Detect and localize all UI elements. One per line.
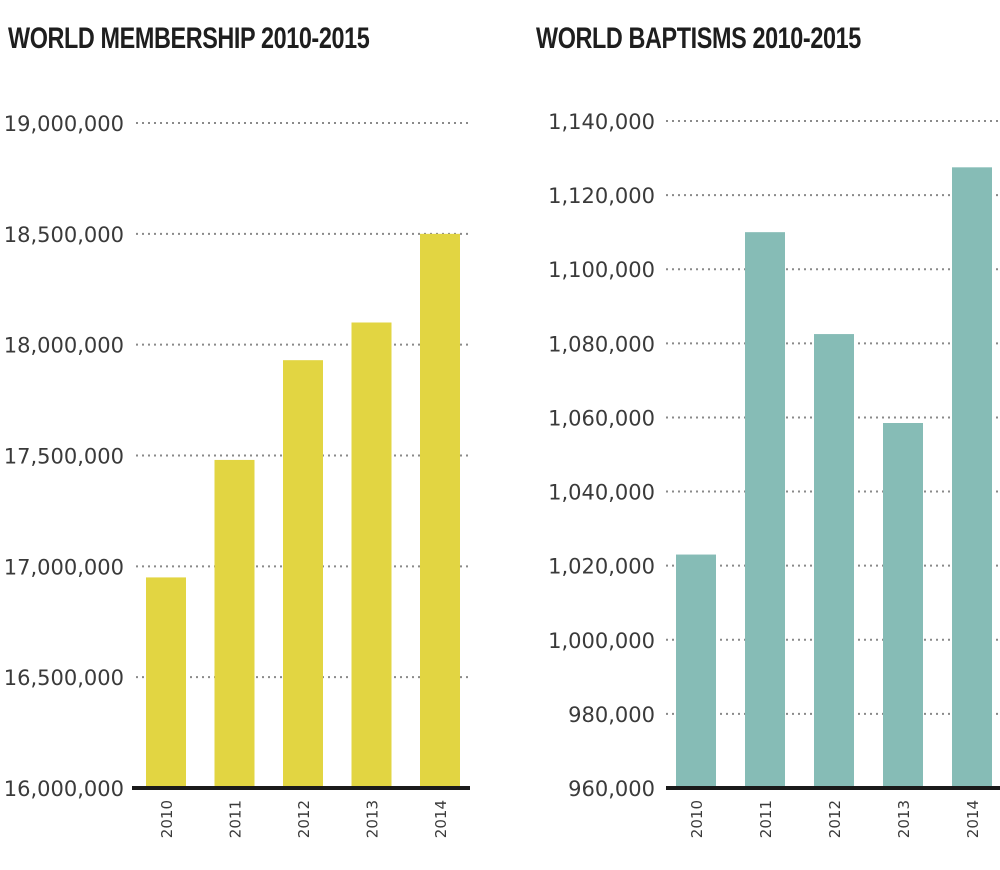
y-tick-label: 1,040,000 <box>548 481 655 505</box>
y-tick-label: 960,000 <box>568 777 655 801</box>
bar-2013 <box>351 322 392 788</box>
bar-2011 <box>214 459 255 788</box>
x-tick-label: 2014 <box>432 800 450 838</box>
x-tick-label: 2013 <box>895 800 913 838</box>
x-tick-label: 2011 <box>757 800 775 838</box>
y-tick-label: 1,020,000 <box>548 555 655 579</box>
x-tick-label: 2014 <box>964 800 982 838</box>
x-tick-label: 2011 <box>227 800 245 838</box>
x-tick-label: 2010 <box>158 800 176 838</box>
y-tick-label: 19,000,000 <box>4 112 124 136</box>
y-tick-label: 980,000 <box>568 703 655 727</box>
y-tick-label: 1,080,000 <box>548 332 655 356</box>
y-tick-label: 1,000,000 <box>548 629 655 653</box>
y-tick-label: 17,500,000 <box>4 445 124 469</box>
x-tick-label: 2012 <box>826 800 844 838</box>
y-tick-label: 16,000,000 <box>4 777 124 801</box>
y-tick-label: 1,100,000 <box>548 258 655 282</box>
bar-2011 <box>745 232 785 788</box>
bar-2012 <box>814 334 854 788</box>
y-tick-label: 1,060,000 <box>548 406 655 430</box>
y-tick-label: 16,500,000 <box>4 666 124 690</box>
bar-2014 <box>952 167 992 788</box>
bar-2014 <box>420 233 460 789</box>
y-tick-label: 18,000,000 <box>4 334 124 358</box>
bar-2010 <box>676 554 716 788</box>
baptisms-bar-chart: 960,000 980,000 1,000,000 1,020,000 1,040,00… <box>548 110 1000 838</box>
membership-chart-title: WORLD MEMBERSHIP 2010-2015 <box>8 22 370 55</box>
bar-2012 <box>283 360 323 788</box>
membership-bar-chart: 16,000,000 16,500,000 17,000,000 17,500,000… <box>4 112 470 838</box>
y-tick-label: 1,120,000 <box>548 184 655 208</box>
bar-2010 <box>146 577 186 788</box>
bar-2013 <box>883 423 923 788</box>
x-tick-label: 2013 <box>364 800 382 838</box>
y-tick-label: 1,140,000 <box>548 110 655 134</box>
x-tick-label: 2010 <box>688 800 706 838</box>
y-tick-label: 17,000,000 <box>4 555 124 579</box>
y-tick-label: 18,500,000 <box>4 223 124 247</box>
baptisms-chart-title: WORLD BAPTISMS 2010-2015 <box>536 22 861 55</box>
x-tick-label: 2012 <box>295 800 313 838</box>
